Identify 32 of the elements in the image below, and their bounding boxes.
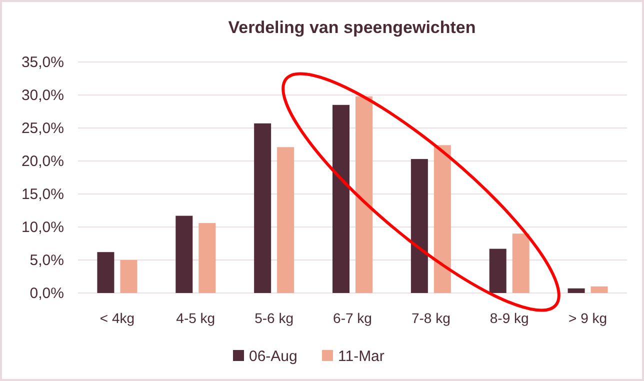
x-tick-label: 4-5 kg (176, 310, 216, 326)
bar (120, 260, 138, 293)
x-tick-label: 6-7 kg (333, 310, 372, 326)
x-tick-label: 8-9 kg (490, 310, 529, 326)
bar (277, 147, 294, 293)
y-tick-label: 35,0% (21, 54, 64, 71)
bar (590, 286, 608, 293)
bar (97, 252, 114, 293)
bar (489, 248, 506, 293)
y-tick-label: 20,0% (21, 153, 64, 170)
y-tick-label: 30,0% (21, 87, 64, 104)
legend-label: 11-Mar (338, 348, 384, 365)
bar (410, 159, 428, 293)
bar (332, 104, 350, 293)
x-tick-label: < 4kg (100, 310, 135, 326)
bar (198, 223, 216, 293)
legend-label: 06-Aug (249, 348, 298, 365)
y-tick-label: 15,0% (21, 186, 64, 203)
y-tick-label: 5,0% (30, 252, 64, 269)
bar (568, 288, 585, 293)
x-tick-label: > 9 kg (568, 310, 608, 326)
x-tick-label: 7-8 kg (411, 310, 450, 326)
x-tick-label: 5-6 kg (254, 310, 294, 326)
chart-title: Verdeling van speengewichten (228, 18, 476, 37)
bar (356, 96, 372, 293)
bar (176, 216, 193, 293)
bar (254, 123, 272, 293)
y-tick-label: 25,0% (21, 120, 64, 137)
y-tick-label: 0,0% (30, 285, 64, 302)
bar (512, 234, 530, 293)
bar (434, 145, 451, 293)
y-tick-label: 10,0% (21, 219, 64, 236)
